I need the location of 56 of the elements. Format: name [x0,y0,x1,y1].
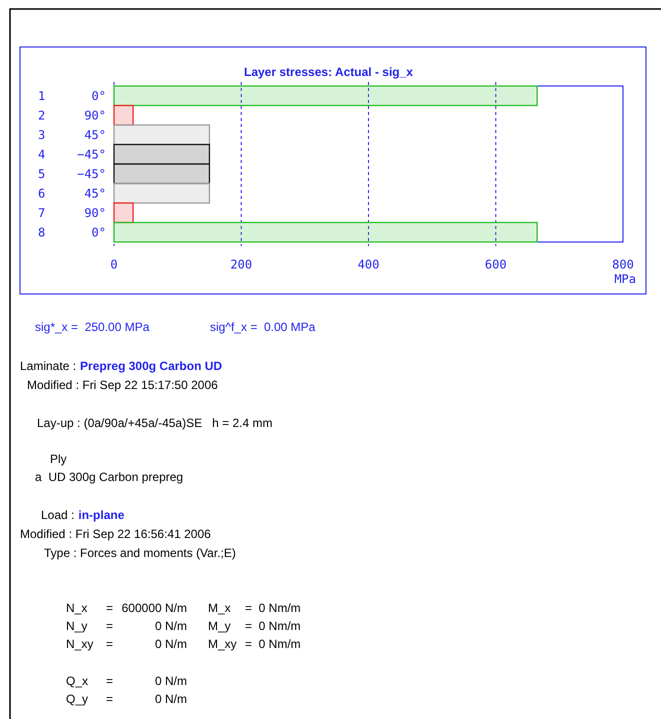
x-tick-label: 600 [484,258,507,272]
text: Q_x [66,674,88,688]
text: Q_y [66,692,88,706]
text: 0 N/m [154,692,187,706]
text: = [106,674,114,688]
text: M_y [208,619,231,633]
x-tick-label: 0 [110,258,118,272]
text: Ply [50,452,67,466]
text: = 0 Nm/m [245,637,301,651]
category-label: 2 90° [38,108,106,122]
text: Laminate : [20,359,76,373]
category-label: 8 0° [38,225,106,240]
category-label: 1 0° [38,88,106,103]
text: Type : Forces and moments (Var.;E) [44,546,236,560]
text: = 0 Nm/m [245,601,301,615]
text: N_y [66,619,88,633]
text: 0 N/m [154,674,187,688]
x-tick-label: 200 [230,258,252,272]
text: = [106,601,114,615]
text: = [106,619,114,633]
bar [113,144,210,165]
bar [113,104,134,126]
text: M_x [208,601,231,615]
x-axis-title: MPa [614,272,636,286]
text: Prepreg 300g Carbon UD [80,359,222,373]
text: 600000 N/m [122,601,187,615]
category-label: 7 90° [38,206,106,220]
bar [113,222,538,243]
bar [113,124,210,146]
text: 0 N/m [154,637,187,651]
text: sig^f_x = 0.00 MPa [210,320,316,334]
category-label: 4 −45° [38,147,106,162]
x-tick-label: 800 [612,258,634,272]
text: = [106,692,114,706]
text: M_xy [208,637,237,651]
text: Load : [41,508,74,522]
text: sig*_x = 250.00 MPa [35,320,150,334]
text: Modified : Fri Sep 22 15:17:50 2006 [27,378,218,392]
text: 0 N/m [154,619,187,633]
text: Modified : Fri Sep 22 16:56:41 2006 [20,527,212,541]
bar [113,85,538,106]
x-tick-label: 400 [358,258,380,272]
category-label: 3 45° [38,128,106,142]
text: = [106,637,114,651]
bar [113,182,210,204]
text: N_x [66,601,88,615]
bar [113,202,134,224]
category-label: 6 45° [38,186,106,200]
bar [113,163,210,184]
text: = 0 Nm/m [245,619,301,633]
category-label: 5 −45° [38,166,106,181]
text: Lay-up : (0a/90a/+45a/-45a)SE h = 2.4 mm [37,416,272,430]
text: N_xy [66,637,94,651]
chart-title: Layer stresses: Actual - sig_x [244,65,414,79]
text: a UD 300g Carbon prepreg [35,470,184,484]
text: in-plane [78,508,125,522]
